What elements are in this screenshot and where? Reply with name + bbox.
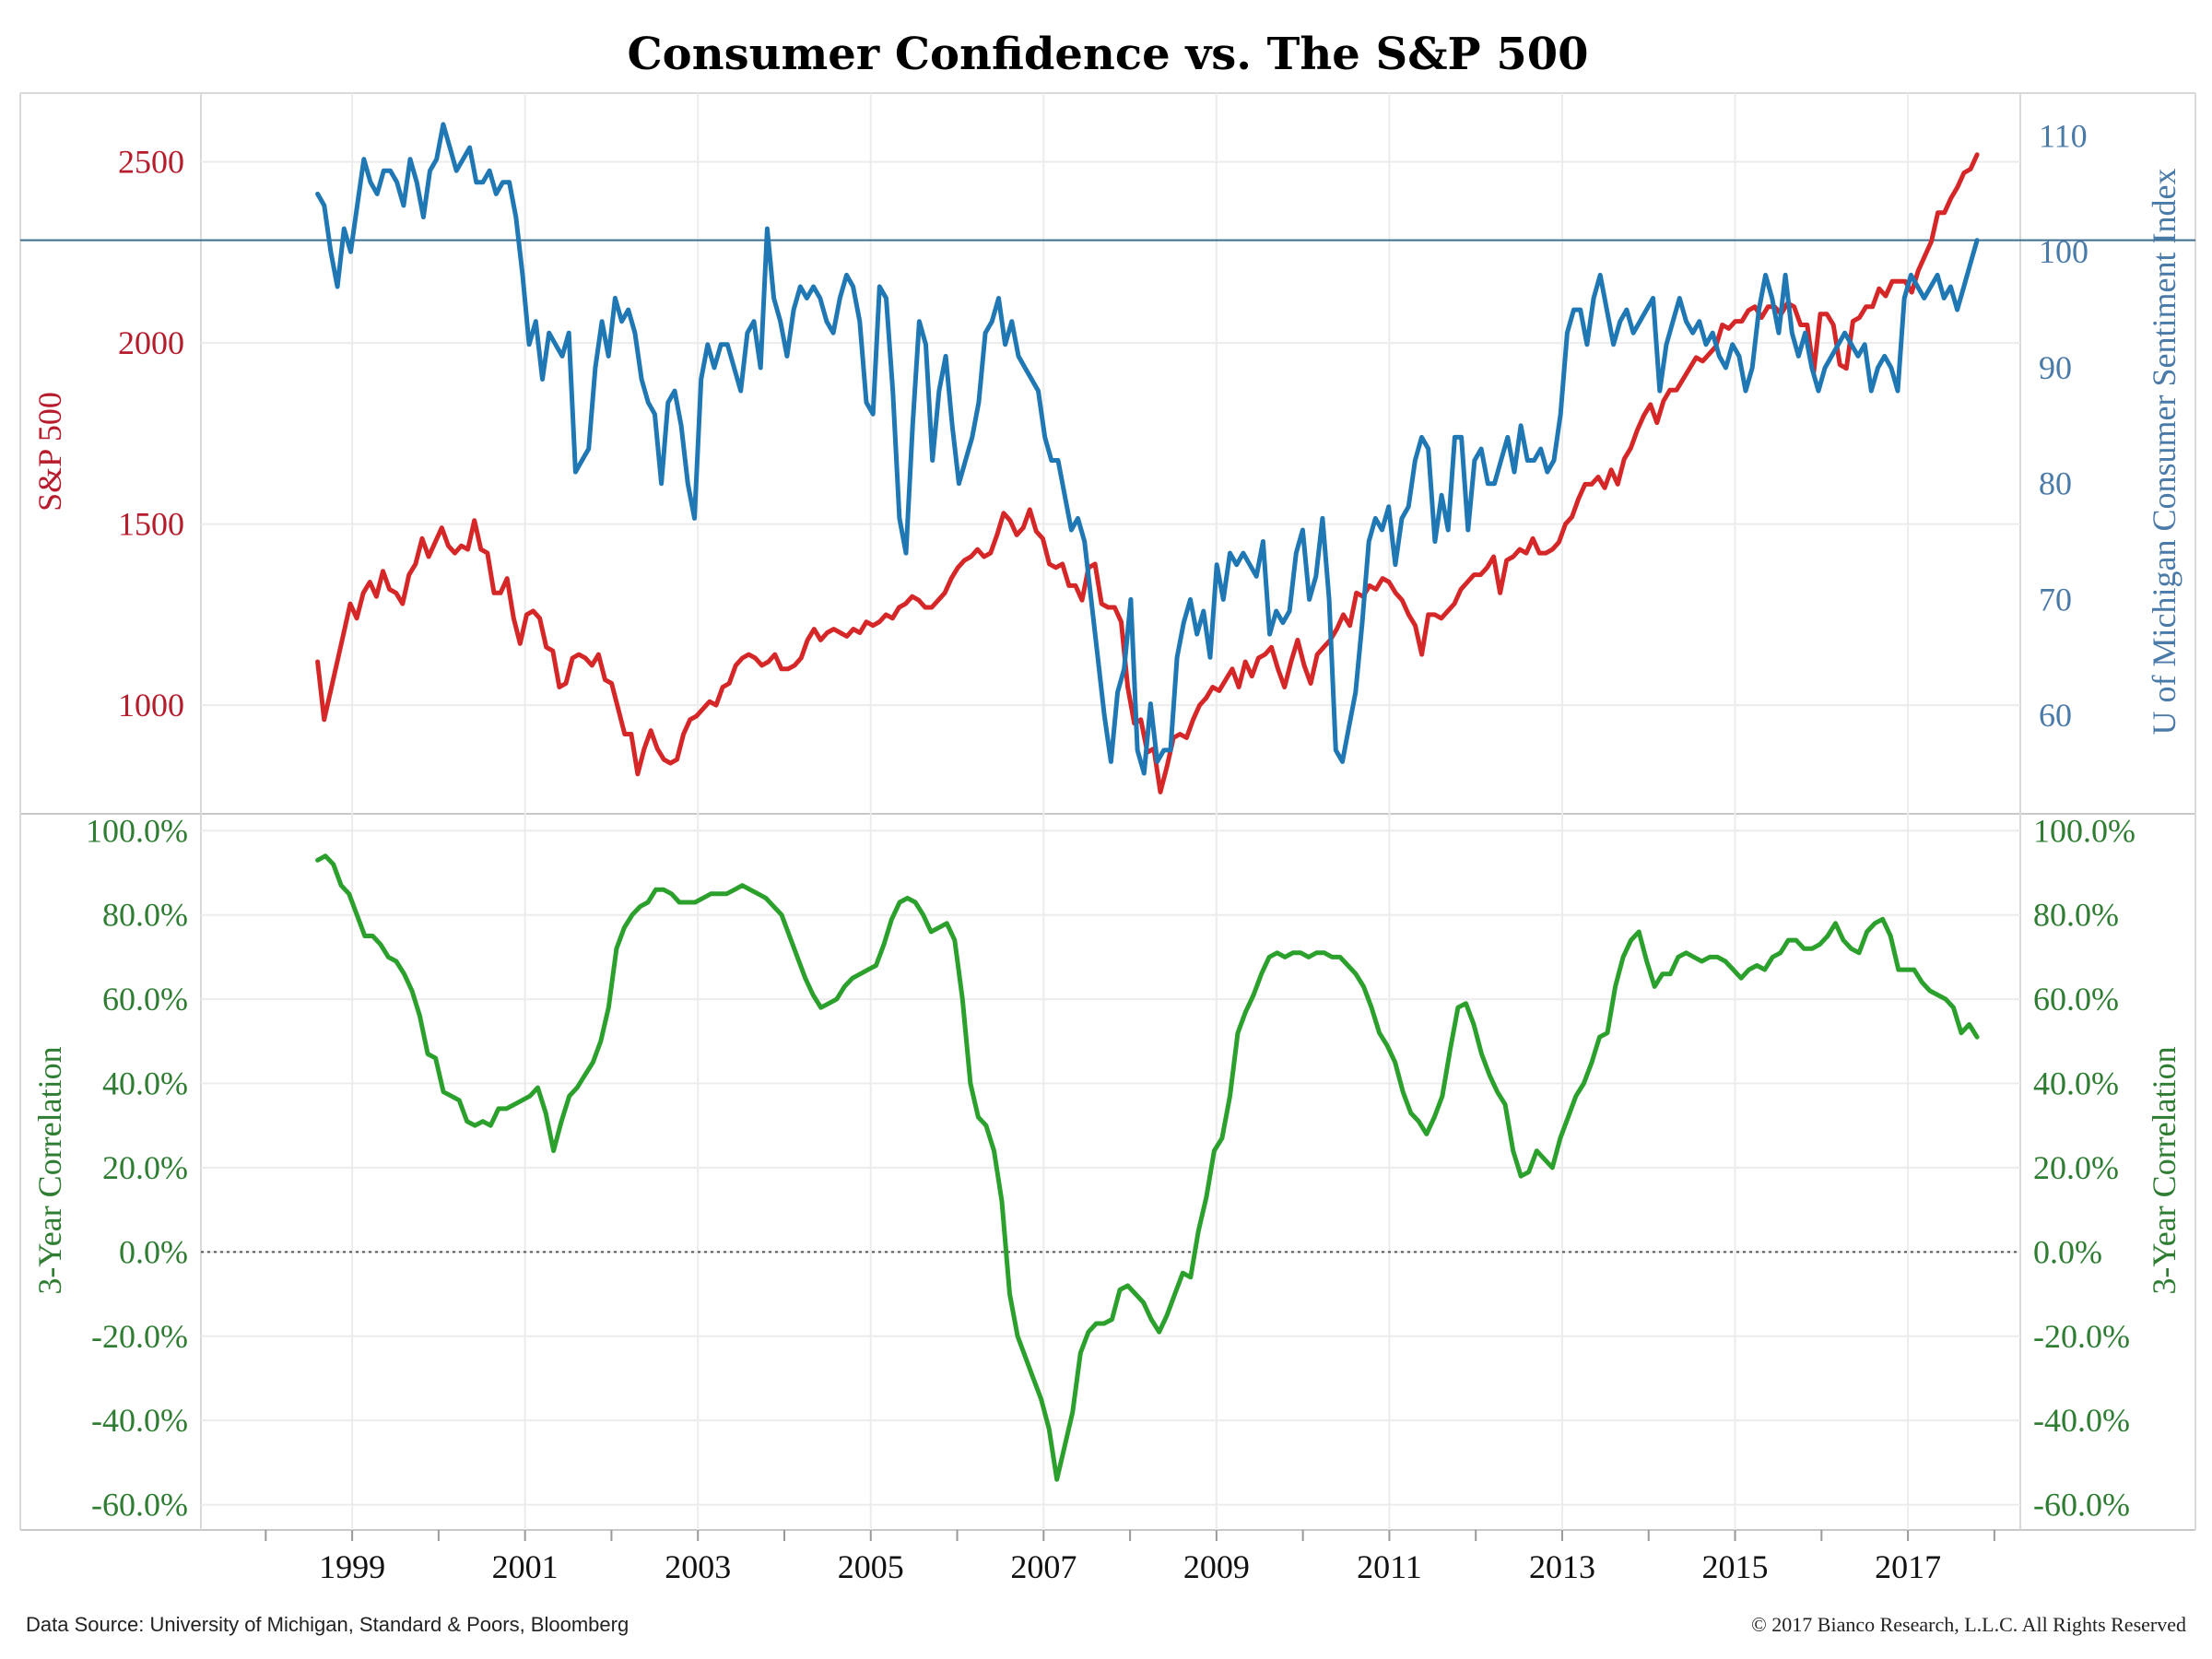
correlation-tick-label-right: -20.0% xyxy=(2033,1318,2130,1355)
correlation-tick-label-right: 100.0% xyxy=(2033,812,2136,849)
sentiment-tick-label: 80 xyxy=(2039,465,2072,502)
x-tick-label: 2017 xyxy=(1875,1548,1941,1585)
correlation-tick-label-left: 100.0% xyxy=(86,812,188,849)
correlation-tick-label-right: 80.0% xyxy=(2033,897,2119,934)
sentiment-axis-title: U of Michigan Consumer Sentiment Index xyxy=(2146,169,2183,735)
sentiment-tick-label: 90 xyxy=(2039,349,2072,386)
correlation-tick-label-right: -60.0% xyxy=(2033,1487,2130,1524)
sp500-tick-label: 1000 xyxy=(118,687,184,724)
bottom-panel-frame xyxy=(19,814,2196,1531)
top-panel-frame xyxy=(19,92,2196,815)
x-tick-label: 1999 xyxy=(319,1548,385,1585)
series-lines xyxy=(315,122,1980,1482)
correlation-tick-label-right: 60.0% xyxy=(2033,981,2119,1018)
chart-title: Consumer Confidence vs. The S&P 500 xyxy=(627,29,1588,80)
x-tick-label: 2015 xyxy=(1702,1548,1769,1585)
correlation-axis-title-left: 3-Year Correlation xyxy=(31,1046,68,1294)
sp500-line xyxy=(315,152,1980,794)
correlation-tick-label-left: 80.0% xyxy=(102,897,188,934)
sentiment-tick-label: 100 xyxy=(2039,233,2088,270)
copyright-note: © 2017 Bianco Research, L.L.C. All Right… xyxy=(1751,1613,2186,1636)
source-note: Data Source: University of Michigan, Sta… xyxy=(26,1613,629,1636)
x-tick-label: 2007 xyxy=(1010,1548,1077,1585)
sentiment-line xyxy=(315,122,1980,776)
correlation-tick-label-left: -60.0% xyxy=(91,1487,188,1524)
correlation-tick-label-left: 20.0% xyxy=(102,1149,188,1186)
sp500-tick-label: 1500 xyxy=(118,506,184,543)
correlation-tick-label-left: -40.0% xyxy=(91,1402,188,1439)
x-tick-label: 2003 xyxy=(665,1548,731,1585)
sp500-tick-label: 2500 xyxy=(118,144,184,181)
correlation-tick-label-right: 0.0% xyxy=(2033,1233,2102,1270)
sentiment-tick-label: 60 xyxy=(2039,697,2072,734)
x-tick-label: 2009 xyxy=(1183,1548,1250,1585)
x-tick-label: 2005 xyxy=(838,1548,904,1585)
x-tick-label: 2001 xyxy=(492,1548,559,1585)
sp500-tick-label: 2000 xyxy=(118,324,184,361)
x-tick-label: 2013 xyxy=(1529,1548,1595,1585)
correlation-tick-label-left: 40.0% xyxy=(102,1065,188,1102)
correlation-tick-label-right: -40.0% xyxy=(2033,1402,2130,1439)
sp500-axis-title: S&P 500 xyxy=(31,392,68,512)
x-tick-label: 2011 xyxy=(1357,1548,1422,1585)
correlation-axis-title-right: 3-Year Correlation xyxy=(2146,1046,2183,1294)
correlation-tick-label-left: 0.0% xyxy=(119,1233,188,1270)
correlation-tick-label-right: 20.0% xyxy=(2033,1149,2119,1186)
sentiment-tick-label: 110 xyxy=(2039,118,2088,155)
correlation-tick-label-left: -20.0% xyxy=(91,1318,188,1355)
correlation-line xyxy=(315,853,1980,1482)
gridlines xyxy=(20,93,2195,1530)
correlation-tick-label-right: 40.0% xyxy=(2033,1065,2119,1102)
sentiment-tick-label: 70 xyxy=(2039,581,2072,618)
axis-labels: 1999 2001 2003 2005 2007 2009 2011 2013 2015 2017… xyxy=(86,118,2136,1585)
correlation-tick-label-left: 60.0% xyxy=(102,981,188,1018)
